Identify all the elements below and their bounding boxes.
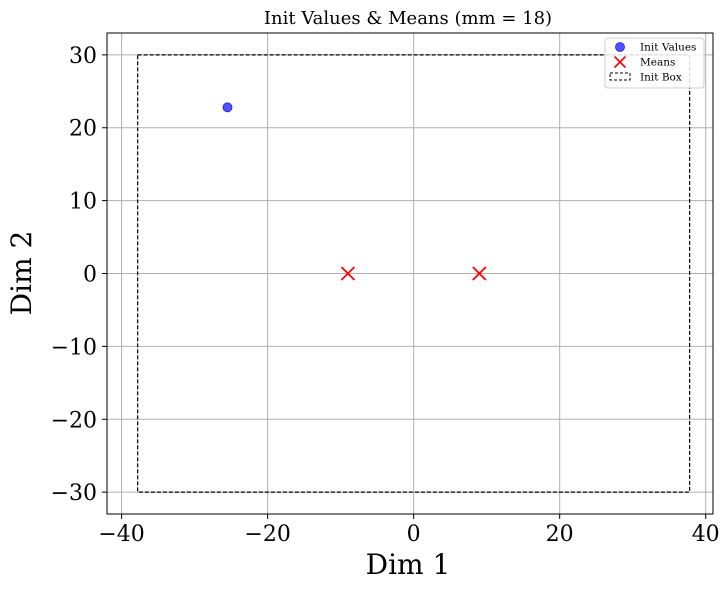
y-tick-label: 0 [83, 263, 97, 288]
x-tick-label: 40 [692, 522, 720, 547]
legend-init-values-marker [615, 42, 625, 52]
chart-title: Init Values & Means (mm = 18) [264, 8, 552, 29]
init-box [137, 54, 691, 493]
legend-init-values-label: Init Values [640, 42, 696, 54]
legend: Init Values Means Init Box [604, 37, 705, 89]
legend-init-box-marker [609, 72, 631, 81]
y-tick-label: −30 [51, 481, 97, 506]
y-axis-title: Dim 2 [5, 231, 38, 316]
legend-init-box-label: Init Box [640, 72, 682, 84]
y-tick-label: 10 [69, 190, 97, 215]
x-tick-label: 0 [407, 522, 421, 547]
legend-means-marker [613, 55, 627, 69]
mean-point [340, 266, 356, 281]
legend-means-label: Means [640, 57, 675, 69]
axis-ticks: −40 −20 0 20 40 −30 −20 −10 0 10 20 30 [51, 44, 720, 547]
y-tick-label: −10 [51, 335, 97, 360]
x-tick-label: 20 [546, 522, 574, 547]
mean-point [472, 266, 487, 281]
x-tick-label: −40 [98, 522, 144, 547]
grid-lines [107, 33, 713, 514]
y-tick-label: −20 [51, 408, 97, 433]
y-tick-label: 30 [69, 44, 97, 69]
x-axis-title: Dim 1 [366, 548, 451, 581]
x-tick-label: −20 [244, 522, 290, 547]
y-tick-label: 20 [69, 117, 97, 142]
data-marks [222, 102, 487, 281]
init-value-point [222, 102, 233, 113]
init-box-layer [137, 54, 691, 493]
